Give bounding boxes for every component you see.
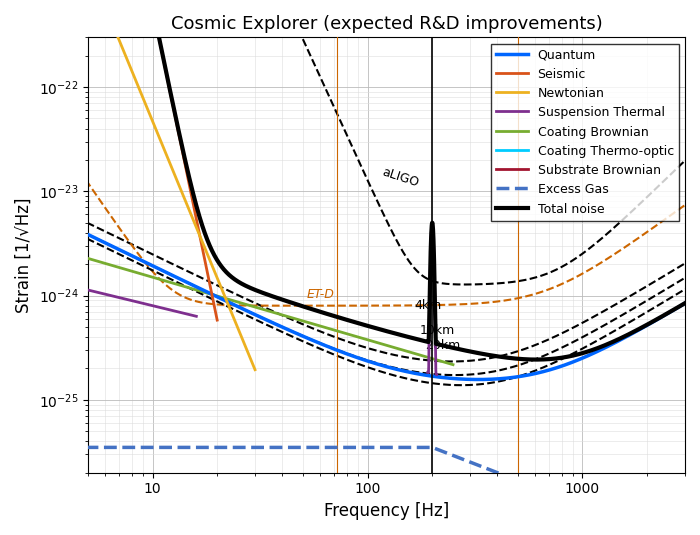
Coating Thermo-optic [338,532,346,535]
Total noise [695,292,700,298]
Line: Seismic: Seismic [67,0,217,320]
Line: Quantum: Quantum [67,224,700,379]
Coating Brownian [218,294,227,301]
Excess Gas [338,444,346,450]
Newtonian [120,50,129,57]
Suspension Thermal [121,296,130,302]
Substrate Brownian [540,530,549,535]
Newtonian [240,341,248,347]
Quantum [310,338,319,344]
Newtonian [154,132,162,138]
Coating Thermo-optic [310,532,319,535]
Newtonian [228,310,236,317]
Coating Brownian [84,255,92,262]
Substrate Brownian [535,531,543,535]
Excess Gas [63,444,71,450]
Suspension Thermal [192,313,200,319]
Suspension Thermal [84,287,92,293]
Total noise [175,129,183,135]
Seismic [183,169,191,175]
Quantum [136,257,145,263]
Quantum [626,332,634,338]
Quantum [475,376,483,383]
Substrate Brownian [545,529,553,535]
Coating Brownian [435,357,443,364]
Coating Brownian [438,358,447,365]
Text: 4km: 4km [414,299,442,311]
Total noise [626,331,634,337]
Coating Brownian [449,362,457,368]
Text: 10km: 10km [420,324,455,337]
Coating Thermo-optic [63,532,71,535]
Seismic [205,277,214,284]
Substrate Brownian [509,534,517,535]
Seismic [213,317,221,323]
Excess Gas [136,444,145,450]
Quantum [695,292,700,298]
Quantum [338,349,346,355]
Line: Suspension Thermal: Suspension Thermal [88,290,196,316]
Coating Thermo-optic [136,532,145,535]
Excess Gas [626,521,634,527]
Text: ET-D: ET-D [307,288,335,301]
Suspension Thermal [100,291,108,297]
Coating Brownian [260,307,269,313]
Coating Brownian [186,285,194,291]
Newtonian [251,366,259,373]
Text: 20km: 20km [425,339,460,351]
Line: Total noise: Total noise [67,0,700,360]
Suspension Thermal [112,294,120,300]
Coating Brownian [440,359,448,365]
Line: Substrate Brownian: Substrate Brownian [484,532,549,535]
Excess Gas [175,444,183,450]
Coating Thermo-optic [175,532,183,535]
Newtonian [135,87,143,93]
Excess Gas [310,444,319,450]
Title: Cosmic Explorer (expected R&D improvements): Cosmic Explorer (expected R&D improvemen… [171,15,603,33]
Text: aLIGO: aLIGO [381,166,421,190]
Suspension Thermal [117,295,125,301]
Total noise [338,315,346,322]
Legend: Quantum, Seismic, Newtonian, Suspension Thermal, Coating Brownian, Coating Therm: Quantum, Seismic, Newtonian, Suspension … [491,43,679,220]
Quantum [63,221,71,227]
Suspension Thermal [115,294,123,301]
Substrate Brownian [531,531,540,535]
Coating Thermo-optic [695,532,700,535]
Quantum [175,276,183,282]
Total noise [310,307,319,313]
Suspension Thermal [177,309,186,316]
Line: Excess Gas: Excess Gas [67,447,700,535]
Newtonian [174,180,182,186]
Line: Newtonian: Newtonian [67,0,255,370]
Total noise [532,356,540,363]
Coating Thermo-optic [626,532,634,535]
Substrate Brownian [524,532,533,535]
Line: Coating Brownian: Coating Brownian [88,258,453,365]
Y-axis label: Strain [1/√Hz]: Strain [1/√Hz] [15,197,33,313]
X-axis label: Frequency [Hz]: Frequency [Hz] [324,502,449,520]
